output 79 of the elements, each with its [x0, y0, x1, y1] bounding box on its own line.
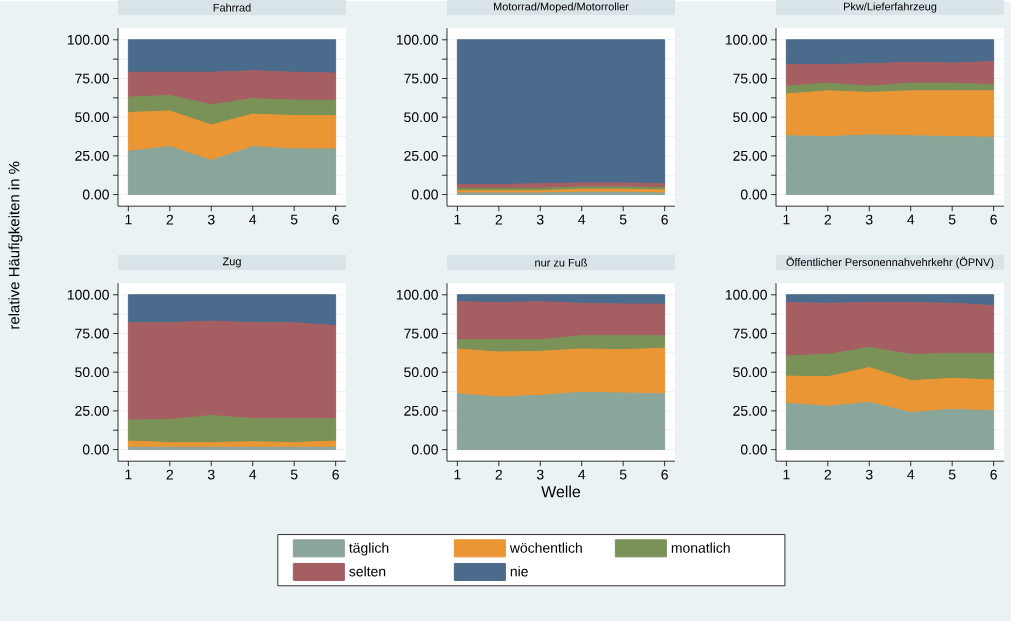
x-tick-label: 4	[249, 214, 257, 225]
y-tick-label: 25.00	[75, 405, 109, 416]
x-tick-label: 5	[290, 214, 298, 225]
x-tick-label: 4	[578, 214, 586, 225]
y-tick-label: 0.00	[740, 189, 767, 200]
y-tick-label: 25.00	[733, 150, 767, 161]
x-tick-label: 3	[865, 214, 873, 225]
y-tick-label: 100.00	[725, 289, 767, 300]
x-tick-label: 1	[125, 214, 132, 225]
y-tick-label: 0.00	[82, 189, 109, 200]
y-tick-label: 25.00	[404, 150, 438, 161]
x-tick-label: 6	[661, 214, 668, 225]
y-tick-label: 100.00	[725, 34, 767, 45]
y-tick-label: 50.00	[733, 367, 767, 378]
chart-title: nur zu Fuß	[535, 258, 588, 267]
x-tick-label: 6	[990, 214, 997, 225]
legend-label: wöchentlich	[509, 542, 582, 553]
y-tick-label: 50.00	[404, 112, 438, 123]
x-tick-label: 6	[661, 469, 668, 480]
x-tick-label: 2	[824, 214, 832, 225]
chart-title: Öffentlicher Personennahvehrkehr (ÖPNV)	[786, 256, 994, 269]
y-tick-label: 100.00	[67, 34, 109, 45]
x-tick-label: 5	[619, 214, 627, 225]
x-tick-label: 6	[332, 214, 339, 225]
x-tick-label: 1	[454, 469, 461, 480]
x-tick-label: 1	[783, 214, 790, 225]
x-tick-label: 3	[865, 469, 873, 480]
x-tick-label: 6	[332, 469, 339, 480]
chart-title: Pkw/Lieferfahrzeug	[844, 2, 937, 13]
x-tick-label: 5	[290, 469, 298, 480]
x-tick-label: 2	[166, 469, 174, 480]
chart-title: Motorrad/Moped/Motorroller	[494, 2, 629, 13]
x-tick-label: 1	[454, 214, 461, 225]
y-tick-label: 100.00	[396, 34, 438, 45]
x-tick-label: 5	[948, 214, 956, 225]
y-tick-label: 75.00	[733, 328, 767, 339]
legend-label: nie	[510, 566, 528, 577]
y-tick-label: 50.00	[404, 367, 438, 378]
y-tick-label: 75.00	[733, 73, 767, 84]
chart-title: Fahrrad	[213, 3, 251, 12]
x-tick-label: 5	[619, 469, 627, 480]
x-tick-label: 2	[495, 214, 503, 225]
x-tick-label: 4	[249, 469, 257, 480]
x-tick-label: 3	[207, 214, 215, 225]
y-tick-label: 25.00	[404, 405, 438, 416]
x-tick-label: 4	[907, 214, 915, 225]
y-tick-label: 0.00	[740, 444, 767, 455]
x-tick-label: 3	[536, 469, 544, 480]
y-tick-label: 25.00	[75, 150, 109, 161]
y-tick-label: 50.00	[75, 367, 109, 378]
y-tick-label: 75.00	[75, 73, 109, 84]
y-tick-label: 25.00	[733, 405, 767, 416]
x-tick-label: 5	[948, 469, 956, 480]
y-tick-label: 50.00	[75, 112, 109, 123]
x-tick-label: 2	[824, 469, 832, 480]
x-tick-label: 6	[990, 469, 997, 480]
x-tick-label: 4	[907, 469, 915, 480]
x-tick-label: 2	[166, 214, 174, 225]
y-axis-title: relative Häufigkeiten in %	[8, 161, 23, 329]
chart-title: Zug	[222, 257, 241, 268]
y-tick-label: 50.00	[733, 112, 767, 123]
y-tick-label: 100.00	[67, 289, 109, 300]
x-tick-label: 1	[783, 469, 790, 480]
legend-label: täglich	[349, 542, 389, 556]
y-tick-label: 75.00	[404, 328, 438, 339]
legend-label: monatlich	[671, 542, 730, 553]
y-tick-label: 0.00	[82, 444, 109, 455]
y-tick-label: 75.00	[404, 73, 438, 84]
y-tick-label: 0.00	[411, 189, 438, 200]
x-tick-label: 1	[125, 469, 132, 480]
x-tick-label: 4	[578, 469, 586, 480]
x-tick-label: 3	[536, 214, 544, 225]
x-tick-label: 3	[207, 469, 215, 480]
x-tick-label: 2	[495, 469, 503, 480]
y-tick-label: 0.00	[411, 444, 438, 455]
y-tick-label: 75.00	[75, 328, 109, 339]
x-axis-title: Welle	[541, 485, 581, 498]
legend-label: selten	[349, 566, 386, 577]
y-tick-label: 100.00	[396, 289, 438, 300]
